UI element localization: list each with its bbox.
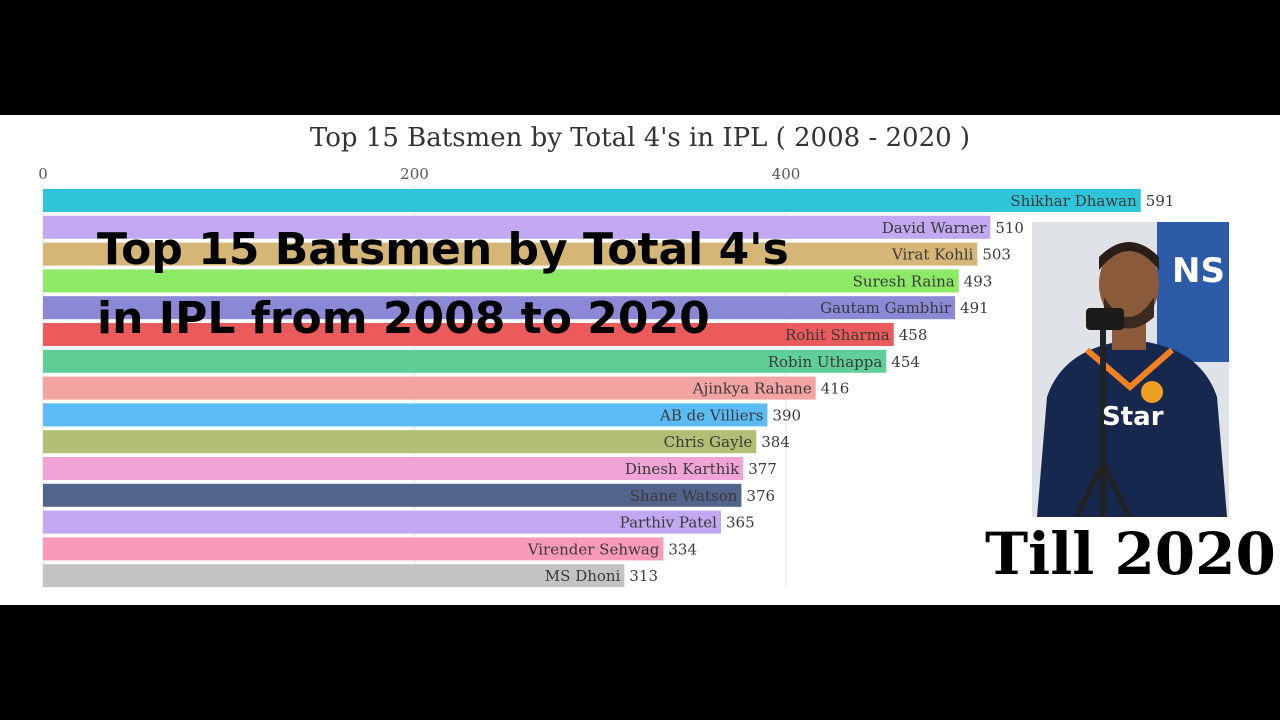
player-photo: NS BL Star (1032, 222, 1229, 517)
bar-value-label: 365 (726, 514, 755, 532)
bar (43, 189, 1141, 212)
bar-category-label: Gautam Gambhir (820, 299, 952, 317)
bar-value-label: 503 (982, 246, 1011, 264)
bar-category-label: Robin Uthappa (768, 353, 883, 371)
bar (43, 349, 887, 373)
bar (43, 215, 991, 239)
bar-value-label: 390 (772, 406, 801, 424)
x-tick-label: 200 (400, 165, 429, 183)
bar-value-label: 458 (899, 326, 928, 344)
bar-value-label: 491 (960, 299, 989, 317)
bar (43, 564, 625, 588)
bar-value-label: 376 (746, 487, 775, 505)
overlay-line-1: Top 15 Batsmen by Total 4's (97, 224, 789, 275)
bar-value-label: 416 (821, 380, 850, 398)
x-tick-label: 400 (772, 165, 801, 183)
bar-category-label: Chris Gayle (664, 433, 753, 451)
x-tick-label: 0 (38, 165, 48, 183)
bar (43, 296, 956, 320)
bar-category-label: Ajinkya Rahane (692, 380, 812, 398)
overlay-line-2: in IPL from 2008 to 2020 (97, 293, 710, 344)
bar (43, 537, 664, 561)
bar-category-label: Suresh Raina (853, 272, 955, 290)
bar (43, 457, 744, 480)
bar-value-label: 334 (668, 540, 697, 558)
chart-frame: 0 200 400 Shikhar Dhawan 591 David Warner 510 V… (0, 115, 1280, 605)
bar-category-label: Shane Watson (630, 487, 738, 505)
bar-value-label: 454 (891, 353, 920, 371)
bar-value-label: 493 (964, 272, 993, 290)
bar (43, 483, 742, 507)
caption-till: Till 2020 (985, 520, 1276, 588)
bar (43, 403, 768, 427)
bar-value-label: 313 (629, 567, 658, 585)
bar-value-label: 377 (748, 460, 777, 478)
bar-category-label: Virender Sehwag (527, 540, 660, 558)
bar-category-label: Virat Kohli (891, 246, 974, 264)
bar-chart: 0 200 400 Shikhar Dhawan 591 David Warner 510 V… (38, 165, 1175, 588)
bar-value-label: 510 (995, 219, 1024, 237)
bar-category-label: David Warner (882, 219, 987, 237)
bar-category-label: Parthiv Patel (620, 514, 718, 532)
bar (43, 510, 721, 534)
chart-title: Top 15 Batsmen by Total 4's in IPL ( 200… (309, 123, 971, 153)
bar-category-label: Rohit Sharma (785, 326, 890, 344)
bar-category-label: MS Dhoni (545, 567, 621, 585)
bar (43, 376, 816, 400)
bar (43, 430, 757, 454)
jersey-text: Star (1102, 402, 1164, 432)
bar (43, 242, 978, 266)
banner-text: NS BL (1172, 251, 1229, 291)
bar-category-label: Dinesh Karthik (625, 460, 740, 478)
bar-category-label: Shikhar Dhawan (1010, 192, 1137, 210)
bar-category-label: AB de Villiers (659, 406, 763, 424)
bar (43, 269, 959, 293)
overlay-text: Top 15 Batsmen by Total 4's in IPL from … (97, 215, 789, 353)
bar (43, 323, 894, 346)
bar-value-label: 591 (1146, 192, 1175, 210)
bar-value-label: 384 (761, 433, 790, 451)
